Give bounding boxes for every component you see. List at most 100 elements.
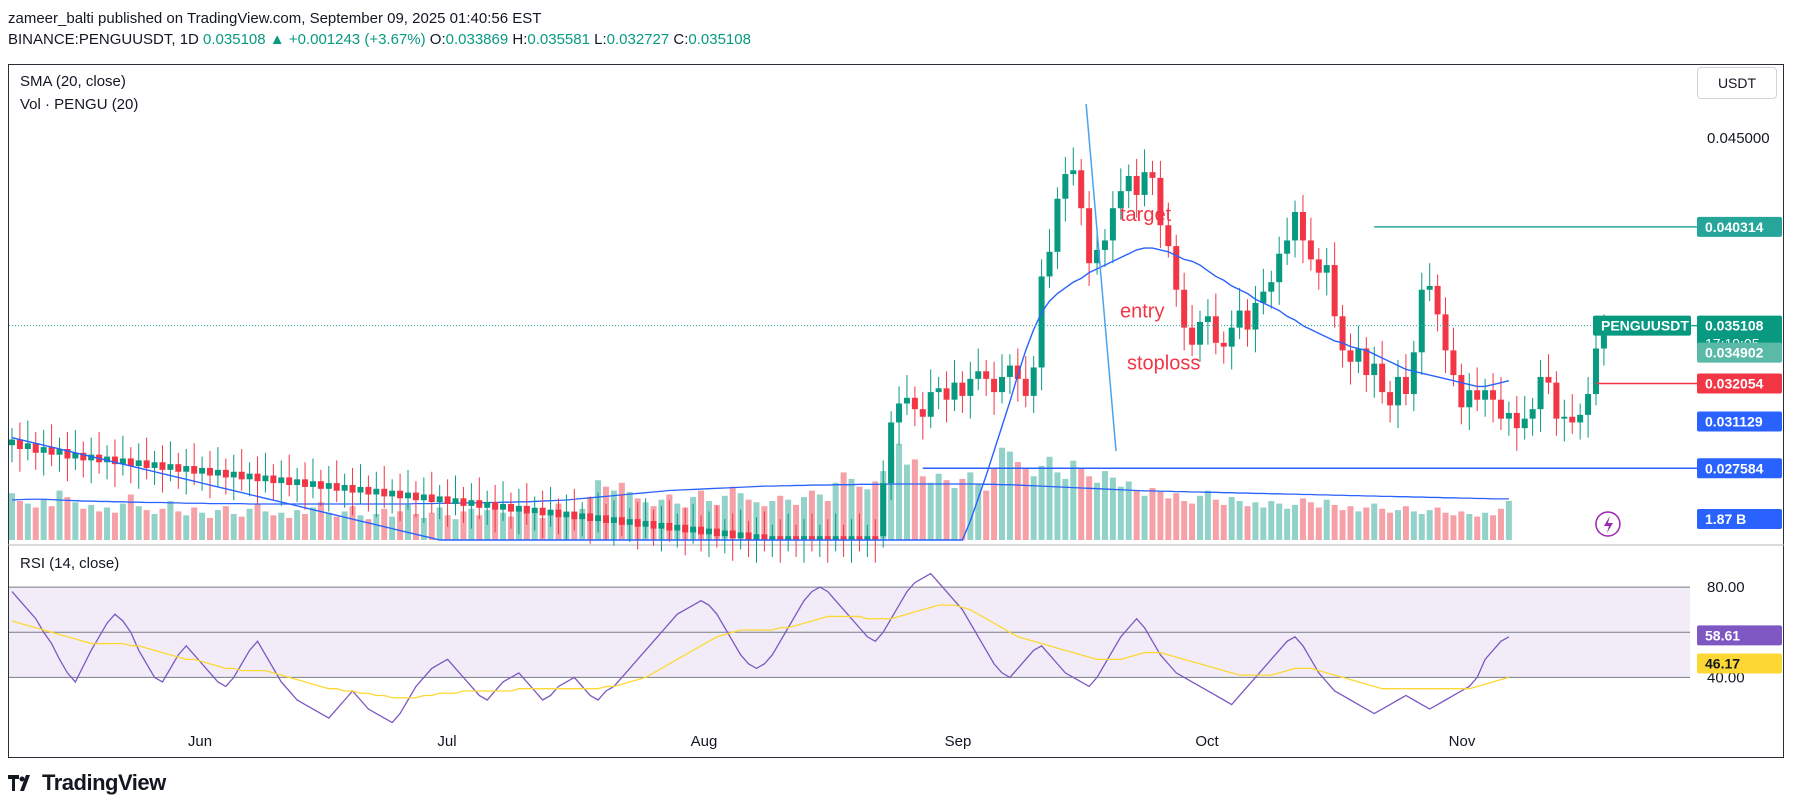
candle-body (1133, 175, 1140, 195)
brand-text: TradingView (42, 770, 166, 795)
candle-body (191, 466, 198, 474)
candle-body (967, 378, 974, 396)
volume-bar (1014, 462, 1021, 540)
ma-price-box-text: 0.031129 (1705, 414, 1763, 430)
candle-body (1157, 177, 1164, 226)
candle-body (1426, 285, 1433, 290)
candle-body (381, 488, 388, 497)
candle-body (1276, 253, 1283, 283)
volume-bar (1141, 495, 1148, 540)
candle-body (840, 536, 847, 540)
volume-bar (302, 514, 309, 540)
candle-body (674, 524, 681, 531)
volume-bar (24, 503, 31, 540)
candle-body (1600, 325, 1607, 349)
ohlc-line: BINANCE:PENGUUSDT, 1D 0.035108 ▲ +0.0012… (8, 29, 751, 51)
volume-bar (935, 473, 942, 540)
candle-body (484, 502, 491, 508)
candle-body (507, 503, 514, 512)
volume-bar (1482, 512, 1489, 540)
support-price-box: 0.027584 (1697, 458, 1782, 479)
chart-frame[interactable] (8, 64, 1784, 758)
volume-bar (1442, 512, 1449, 540)
volume-bar (1078, 468, 1085, 540)
volume-bar (48, 506, 55, 540)
volume-bar (769, 501, 776, 540)
volume-bar (341, 511, 348, 540)
candle-body (1220, 342, 1227, 347)
candle-body (444, 496, 451, 504)
candle-body (571, 511, 578, 520)
candle-body (959, 382, 966, 396)
sma-legend[interactable]: SMA (20, close) (20, 73, 126, 90)
volume-bar (1244, 506, 1251, 540)
volume-bar (1339, 510, 1346, 540)
currency-button[interactable]: USDT (1697, 67, 1777, 99)
volume-bar (9, 493, 15, 540)
volume-bar (991, 468, 998, 540)
tradingview-logo-icon (8, 775, 30, 791)
candle-body (1355, 348, 1362, 362)
volume-bar (1252, 502, 1259, 540)
lines-layer (9, 103, 1697, 541)
volume-bar (452, 519, 459, 540)
candle-body (32, 443, 39, 453)
volume-bar (127, 494, 134, 540)
candle-body (199, 467, 206, 474)
candle-body (214, 469, 221, 476)
volume-bar (856, 486, 863, 540)
volume-bar (119, 503, 126, 540)
support-price-box-bg (1697, 458, 1782, 479)
candle-body (1204, 316, 1211, 322)
volume-bar (405, 504, 411, 540)
volume-bar (1094, 482, 1101, 540)
candle-body (420, 494, 427, 501)
candle-body (412, 492, 419, 501)
volume-bar (349, 506, 356, 540)
symbol-tag-box-text: PENGUUSDT (1601, 318, 1689, 334)
volume-legend[interactable]: Vol · PENGU (20) (20, 96, 139, 113)
tradingview-logo[interactable]: TradingView (8, 770, 166, 796)
candle-body (1387, 392, 1394, 406)
candle-body (1474, 390, 1481, 400)
volume-bar (270, 515, 277, 540)
volume-bar (1284, 508, 1291, 540)
candle-body (634, 519, 641, 527)
candle-body (492, 502, 499, 510)
high-value: 0.035581 (527, 31, 590, 48)
volume-bar (1490, 515, 1497, 540)
volume-bar (96, 511, 103, 540)
volume-bar (167, 501, 174, 540)
volume-bar (1070, 460, 1077, 540)
volume-bar (999, 447, 1005, 540)
rsi-line (11, 572, 1510, 724)
rsi-legend[interactable]: RSI (14, close) (20, 555, 120, 572)
candle-body (72, 452, 79, 459)
volume-bar (72, 502, 79, 540)
candle-body (1569, 416, 1576, 423)
candle-body (943, 388, 950, 400)
candle-body (785, 536, 792, 540)
candle-body (119, 458, 126, 465)
volume-bar (959, 478, 966, 540)
candle-body (286, 477, 293, 486)
candle-body (1379, 363, 1386, 393)
volume-bar (1022, 468, 1029, 540)
candle-body (151, 462, 158, 468)
volume-bar (927, 482, 934, 540)
volume-bar (56, 490, 63, 540)
volume-bar (967, 472, 974, 540)
candle-body (88, 454, 95, 461)
volume-bar (698, 490, 705, 540)
x-tick-label: Jul (437, 733, 456, 750)
candle-body (1458, 375, 1465, 408)
candle-body (397, 490, 404, 499)
volume-bar (872, 481, 879, 540)
volume-bar (135, 506, 142, 540)
candle-body (1173, 246, 1180, 290)
volume-bar (919, 476, 926, 540)
candle-body (705, 528, 712, 535)
volume-bar (484, 510, 491, 540)
volume-bar (238, 516, 245, 540)
